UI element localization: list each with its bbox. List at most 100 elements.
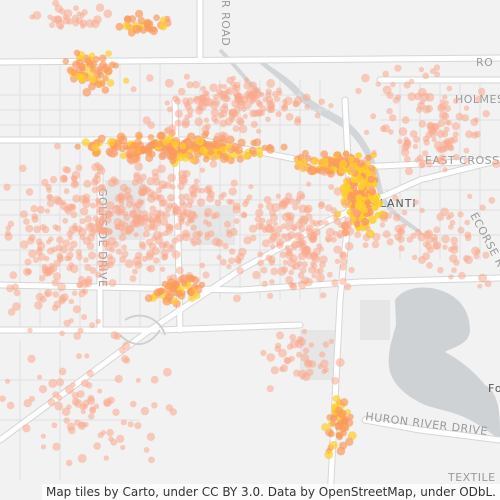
density-point bbox=[66, 251, 74, 259]
density-point bbox=[371, 240, 380, 249]
density-point bbox=[344, 241, 354, 251]
density-point bbox=[228, 187, 237, 196]
density-point bbox=[257, 259, 265, 267]
density-point bbox=[365, 226, 371, 232]
density-point bbox=[265, 95, 274, 104]
density-point bbox=[269, 279, 275, 285]
density-point bbox=[382, 85, 392, 95]
density-point bbox=[209, 83, 218, 92]
density-point bbox=[64, 166, 72, 174]
density-point bbox=[300, 353, 309, 362]
density-point bbox=[413, 136, 421, 143]
density-point bbox=[205, 184, 213, 192]
density-point bbox=[220, 93, 229, 103]
density-point bbox=[76, 253, 83, 261]
density-point bbox=[214, 199, 222, 207]
density-point bbox=[303, 206, 311, 214]
density-point bbox=[151, 402, 158, 409]
density-point bbox=[436, 212, 445, 221]
density-point bbox=[437, 103, 446, 112]
density-point bbox=[443, 126, 450, 133]
density-point bbox=[198, 94, 206, 103]
density-point bbox=[82, 88, 92, 97]
density-point bbox=[370, 195, 380, 205]
density-point bbox=[99, 266, 105, 272]
density-point bbox=[304, 213, 313, 221]
density-point bbox=[63, 417, 70, 424]
density-point bbox=[422, 135, 430, 143]
density-point bbox=[19, 210, 28, 219]
density-point bbox=[451, 267, 457, 273]
density-point bbox=[441, 112, 450, 120]
density-point bbox=[48, 236, 54, 242]
density-point bbox=[49, 175, 58, 184]
density-point bbox=[167, 193, 175, 202]
density-point bbox=[191, 241, 198, 247]
density-point bbox=[317, 201, 326, 209]
density-point bbox=[407, 92, 417, 101]
density-point bbox=[147, 216, 154, 223]
density-point bbox=[135, 131, 143, 140]
density-point bbox=[85, 19, 95, 28]
density-point bbox=[81, 138, 90, 147]
density-point bbox=[437, 119, 446, 128]
density-point bbox=[441, 234, 450, 244]
density-point bbox=[76, 390, 85, 398]
density-point bbox=[315, 273, 325, 283]
density-point bbox=[4, 230, 11, 237]
density-point bbox=[112, 62, 119, 69]
density-point bbox=[119, 256, 127, 263]
density-point bbox=[238, 124, 248, 134]
density-point bbox=[371, 169, 377, 176]
density-point bbox=[153, 14, 160, 21]
density-point bbox=[465, 130, 473, 139]
density-point bbox=[171, 297, 179, 305]
density-point bbox=[160, 217, 169, 226]
density-point bbox=[381, 124, 390, 133]
density-point bbox=[33, 225, 41, 234]
density-point bbox=[163, 240, 170, 247]
density-point bbox=[303, 347, 310, 354]
density-point bbox=[282, 99, 288, 105]
density-point bbox=[118, 200, 125, 206]
density-point bbox=[252, 94, 260, 102]
density-point bbox=[91, 186, 99, 194]
density-point bbox=[226, 231, 233, 238]
density-point bbox=[433, 141, 443, 150]
density-point bbox=[484, 280, 492, 288]
density-point bbox=[163, 367, 172, 377]
density-point bbox=[310, 261, 316, 267]
density-point bbox=[25, 188, 34, 196]
density-point bbox=[255, 146, 264, 155]
density-point bbox=[285, 113, 294, 121]
density-point bbox=[257, 203, 264, 210]
density-point bbox=[343, 220, 352, 230]
density-point bbox=[331, 376, 340, 385]
density-point bbox=[242, 113, 248, 119]
density-point bbox=[473, 130, 481, 138]
density-point bbox=[300, 267, 307, 274]
density-point bbox=[183, 193, 191, 201]
density-point bbox=[248, 184, 254, 190]
density-point bbox=[429, 68, 436, 75]
density-point bbox=[323, 220, 329, 226]
density-point bbox=[432, 241, 442, 250]
density-point bbox=[91, 178, 99, 186]
density-point bbox=[392, 213, 401, 222]
density-point bbox=[19, 164, 27, 173]
density-point bbox=[233, 218, 240, 225]
density-point bbox=[130, 400, 137, 408]
density-point bbox=[77, 227, 87, 237]
density-point bbox=[54, 142, 61, 150]
density-point bbox=[63, 188, 70, 195]
density-point bbox=[96, 259, 105, 267]
density-point bbox=[297, 280, 307, 290]
density-point bbox=[479, 204, 486, 211]
density-point bbox=[77, 453, 87, 463]
density-point bbox=[39, 275, 46, 282]
density-point bbox=[425, 104, 433, 113]
density-point bbox=[97, 432, 104, 439]
density-point bbox=[133, 145, 140, 152]
density-point bbox=[324, 450, 334, 460]
